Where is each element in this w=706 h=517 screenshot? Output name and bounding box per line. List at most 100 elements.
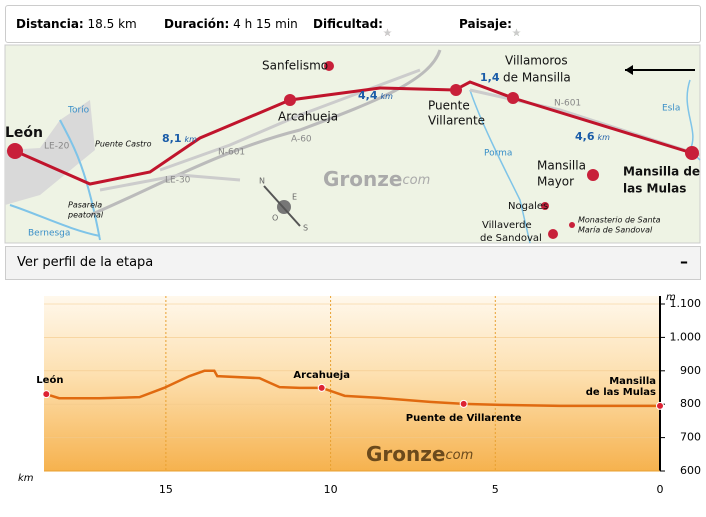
header-title: Ver perfil de la etapa	[17, 255, 154, 270]
place: de Mansilla	[503, 71, 571, 85]
label: Paisaje:	[459, 17, 512, 31]
annotation-line: de las Mulas	[586, 387, 656, 398]
profile-header[interactable]: Ver perfil de la etapa –	[5, 246, 701, 280]
map-features	[5, 49, 701, 244]
place: Mansilla de	[623, 165, 700, 179]
distance-unit: km	[381, 92, 394, 101]
annotation-line: Mansilla	[609, 376, 656, 387]
y-tick-label: 700	[680, 431, 701, 444]
collapse-toggle[interactable]: –	[680, 252, 688, 271]
distance-unit: km	[598, 133, 611, 142]
y-tick-label: 900	[680, 364, 701, 377]
info-item: Dificultad: ★ ★ ★ ★ ★	[313, 17, 392, 39]
elevation-line	[45, 369, 660, 408]
place: Mansilla	[537, 159, 586, 173]
bridge: Puente Castro	[95, 140, 152, 149]
compass: N E S O	[259, 177, 308, 233]
label: Duración:	[164, 17, 230, 31]
watermark-suffix: com	[445, 448, 473, 463]
y-axis-label: m	[666, 292, 676, 303]
place: Villarente	[428, 114, 485, 128]
watermark: Gronzecom	[323, 167, 430, 191]
annotation-label: Mansilla de las Mulas	[586, 376, 656, 398]
river: Bernesga	[28, 229, 70, 239]
distance-value: 4,6	[575, 130, 595, 143]
info-item: Paisaje: ★ ★ ★ ★ ★	[459, 17, 521, 39]
road: N-601	[554, 99, 581, 109]
place: de Sandoval	[480, 233, 542, 244]
star: ★	[511, 28, 521, 39]
info-item: Duración: 4 h 15 min	[164, 17, 298, 31]
compass-letter: N	[259, 177, 265, 186]
place-dots	[7, 61, 699, 239]
road: A-60	[291, 135, 312, 145]
annotation-point	[656, 401, 664, 410]
annotation-point	[317, 383, 326, 392]
map-bg	[4, 44, 701, 244]
place-labels: León Sanfelismo Arcahueja Puente Villare…	[5, 54, 700, 245]
y-tick-label: 800	[680, 397, 701, 410]
x-tick-label: 10	[324, 483, 338, 496]
distance-label: 8,1 km	[162, 132, 197, 145]
value: 18.5 km	[87, 17, 137, 31]
star: ★	[511, 28, 521, 39]
compass-letter: O	[272, 214, 278, 223]
road-labels: LE-20 N-601 A-60 LE-30 N-601 Torío Porma…	[28, 99, 680, 239]
star: ★	[511, 28, 521, 39]
place: Nogales	[508, 201, 548, 212]
info-bar: Distancia: 18.5 km Duración: 4 h 15 min …	[5, 5, 701, 43]
star: ★	[382, 28, 392, 39]
plot-bg	[44, 296, 660, 471]
river: Esla	[662, 104, 680, 114]
y-tick-label: 1.000	[670, 330, 702, 343]
distance-label: 4,6 km	[575, 130, 610, 143]
place: Sanfelismo	[262, 59, 328, 73]
place: Villamoros	[505, 54, 568, 68]
annotation-label: Puente de Villarente	[406, 413, 522, 424]
distance-value: 1,4	[480, 71, 500, 84]
place: María de Sandoval	[578, 226, 653, 235]
road: N-601	[218, 148, 245, 158]
star: ★	[382, 28, 392, 39]
watermark-text: Gronze	[323, 167, 402, 191]
river: Torío	[67, 106, 90, 116]
star: ★	[511, 28, 521, 39]
x-axis-label: km	[18, 473, 34, 484]
watermark-text: Gronze	[366, 442, 445, 466]
compass-letter: S	[303, 224, 308, 233]
place: Monasterio de Santa	[578, 216, 661, 225]
star: ★	[511, 28, 521, 39]
y-tick-label: 1.100	[670, 297, 702, 310]
info-item: Distancia: 18.5 km	[16, 17, 137, 31]
place: Mayor	[537, 175, 574, 189]
place: León	[5, 125, 43, 141]
distance-label: 1,4	[480, 71, 500, 84]
value: 4 h 15 min	[233, 17, 298, 31]
annotation-point	[459, 399, 468, 408]
watermark: Gronzecom	[366, 442, 473, 466]
distance-value: 8,1	[162, 132, 182, 145]
place: Villaverde	[482, 220, 532, 231]
annotation-point	[42, 390, 51, 399]
road: LE-30	[165, 176, 191, 186]
road: LE-20	[44, 142, 70, 152]
distance-label: 4,4 km	[358, 89, 393, 102]
x-tick-label: 15	[159, 483, 173, 496]
distance-labels: 8,1 km4,4 km1,44,6 km	[162, 71, 610, 145]
distance-unit: km	[185, 135, 198, 144]
distance-value: 4,4	[358, 89, 378, 102]
star: ★	[382, 28, 392, 39]
annotation-label: León	[36, 374, 63, 386]
label: Distancia:	[16, 17, 84, 31]
x-tick-label: 0	[657, 483, 664, 496]
watermark-suffix: com	[402, 173, 430, 188]
annotation-label: Arcahueja	[293, 370, 350, 381]
label: Dificultad:	[313, 17, 383, 31]
river: Porma	[484, 149, 512, 159]
place: las Mulas	[623, 182, 686, 196]
star: ★	[382, 28, 392, 39]
star: ★	[382, 28, 392, 39]
x-tick-label: 5	[492, 483, 499, 496]
place: Arcahueja	[278, 110, 338, 124]
